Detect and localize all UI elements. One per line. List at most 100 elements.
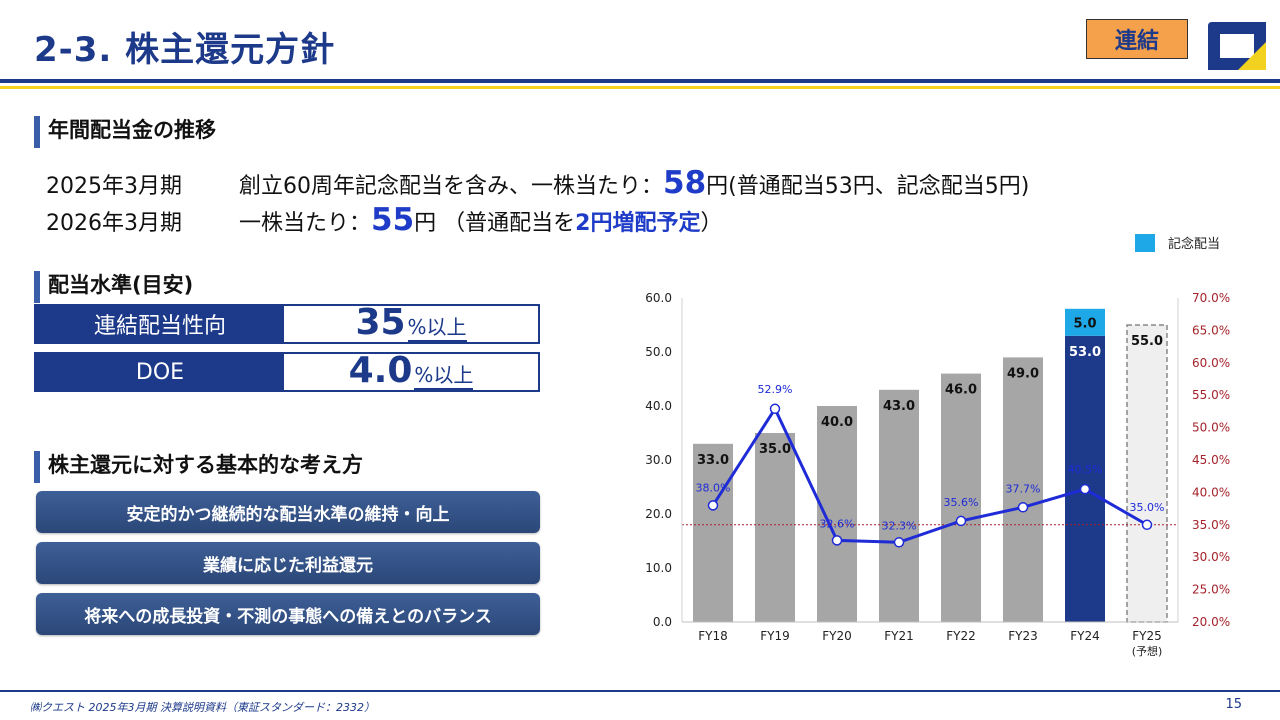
dividend-bar: [941, 373, 981, 622]
payout-ratio-label: 40.5%: [1068, 463, 1103, 476]
x-tick-label: FY18: [698, 629, 728, 643]
payout-ratio-label: 38.0%: [696, 481, 731, 494]
y2-tick-label: 55.0%: [1192, 388, 1230, 402]
payout-ratio-label: 32.3%: [882, 519, 917, 532]
dividend-line-text: 一株当たり：: [239, 211, 372, 236]
dividend-line-fy2026: 2026年3月期 一株当たり：55円 （普通配当を2円増配予定）: [46, 202, 722, 238]
dividend-line-text: 円 （普通配当を: [414, 211, 576, 236]
header-accent-rule: [0, 86, 1280, 89]
y-tick-label: 0.0: [653, 615, 672, 629]
dividend-line-label: 2025年3月期: [46, 174, 182, 199]
dividend-line-text: 創立60周年記念配当を含み、一株当たり：: [239, 174, 663, 199]
y2-tick-label: 60.0%: [1192, 356, 1230, 370]
y-tick-label: 40.0: [645, 399, 672, 413]
dividend-line-label: 2026年3月期: [46, 211, 182, 236]
header-rule: [0, 79, 1280, 83]
commemorative-bar: [1065, 308, 1105, 336]
payout-ratio-label: 37.7%: [1006, 482, 1041, 495]
y2-tick-label: 40.0%: [1192, 485, 1230, 499]
y2-tick-label: 50.0%: [1192, 421, 1230, 435]
payout-ratio-number: 35: [355, 302, 406, 343]
payout-ratio-suffix: %以上: [407, 314, 467, 342]
payout-ratio-point: [1079, 483, 1091, 495]
dividend-bar: [1065, 335, 1105, 622]
y-tick-label: 60.0: [645, 291, 672, 305]
bar-value-label: 53.0: [1069, 345, 1101, 360]
policy-item: 将来への成長投資・不測の事態への備えとのバランス: [36, 593, 540, 635]
bar-value-label: 35.0: [759, 442, 791, 457]
dividend-line-text: 円(普通配当53円、記念配当5円): [706, 174, 1030, 199]
dividend-bar: [1003, 357, 1043, 622]
bar-value-label: 55.0: [1131, 334, 1163, 349]
x-tick-note: (予想): [1132, 644, 1163, 658]
dividend-amount: 58: [663, 165, 707, 201]
policy-item: 業績に応じた利益還元: [36, 542, 540, 584]
dividend-bar: [755, 433, 795, 622]
dividend-chart: 33.0 35.0 40.0 43.0 46.0 49.0 53.0 55.0 5.0 38.0%…: [645, 234, 1230, 658]
payout-ratio-point: [831, 535, 843, 546]
dividend-heading: 年間配当金の推移: [34, 115, 216, 149]
policy-heading: 配当水準(目安): [34, 270, 193, 304]
payout-ratio-label: 35.0%: [1130, 501, 1165, 514]
company-logo-icon: [1208, 22, 1266, 70]
bar-value-label: 33.0: [697, 453, 729, 468]
dividend-bar: [1126, 324, 1168, 623]
dividend-amount: 55: [371, 202, 415, 238]
payout-ratio-point: [955, 515, 967, 527]
doe-value: 4.0 %以上: [284, 350, 538, 391]
policy-item: 安定的かつ継続的な配当水準の維持・向上: [36, 491, 540, 533]
y-tick-label: 30.0: [645, 453, 672, 467]
x-tick-label: FY23: [1008, 629, 1038, 643]
x-tick-label: FY21: [884, 629, 914, 643]
page-number: 15: [1225, 697, 1242, 712]
bar-value-label: 40.0: [821, 415, 853, 430]
dividend-bar: [693, 443, 733, 622]
y2-tick-label: 20.0%: [1192, 615, 1230, 629]
footer-rule: [0, 690, 1280, 692]
y-tick-label: 10.0: [645, 561, 672, 575]
y2-tick-label: 70.0%: [1192, 291, 1230, 305]
y2-tick-label: 65.0%: [1192, 323, 1230, 337]
bar-value-label: 43.0: [883, 399, 915, 414]
dividend-bar: [879, 389, 919, 622]
x-tick-label: FY25: [1132, 629, 1162, 643]
payout-ratio-point: [769, 403, 781, 415]
commemorative-value-label: 5.0: [1073, 316, 1096, 331]
payout-ratio-label: 連結配当性向: [36, 306, 284, 342]
y-tick-label: 50.0: [645, 345, 672, 359]
payout-ratio-point: [1141, 519, 1153, 531]
page-title: 2-3. 株主還元方針: [34, 30, 336, 70]
y2-tick-label: 35.0%: [1192, 518, 1230, 532]
footer-text: ㈱クエスト 2025年3月期 決算説明資料（東証スタンダード：2332）: [30, 701, 375, 714]
payout-ratio-row: 連結配当性向 35 %以上: [34, 304, 540, 344]
payout-ratio-point: [707, 500, 719, 511]
doe-suffix: %以上: [414, 362, 474, 390]
dividend-increase-highlight: 2円増配予定: [575, 211, 701, 236]
doe-label: DOE: [36, 354, 284, 390]
dividend-line-fy2025: 2025年3月期 創立60周年記念配当を含み、一株当たり：58円(普通配当53円、…: [46, 165, 1029, 201]
dividend-line-text: ）: [700, 211, 723, 236]
doe-number: 4.0: [348, 350, 413, 391]
payout-ratio-point: [1017, 502, 1029, 513]
y2-tick-label: 30.0%: [1192, 550, 1230, 564]
x-tick-label: FY20: [822, 629, 852, 643]
payout-ratio-label: 52.9%: [758, 383, 793, 396]
payout-ratio-point: [893, 537, 905, 548]
x-tick-label: FY19: [760, 629, 790, 643]
payout-ratio-label: 32.6%: [820, 517, 855, 530]
x-tick-label: FY24: [1070, 629, 1100, 643]
doe-row: DOE 4.0 %以上: [34, 352, 540, 392]
x-tick-label: FY22: [946, 629, 976, 643]
payout-ratio-line: [711, 405, 1148, 544]
legend-swatch: [1135, 234, 1155, 252]
legend-label: 記念配当: [1168, 236, 1220, 252]
basics-heading: 株主還元に対する基本的な考え方: [34, 450, 363, 484]
y-tick-label: 20.0: [645, 507, 672, 521]
bar-value-label: 49.0: [1007, 366, 1039, 381]
y2-tick-label: 45.0%: [1192, 453, 1230, 467]
payout-ratio-value: 35 %以上: [284, 302, 538, 343]
bar-value-label: 46.0: [945, 383, 977, 398]
consolidated-badge: 連結: [1086, 19, 1188, 59]
payout-ratio-label: 35.6%: [944, 496, 979, 509]
y2-tick-label: 25.0%: [1192, 583, 1230, 597]
